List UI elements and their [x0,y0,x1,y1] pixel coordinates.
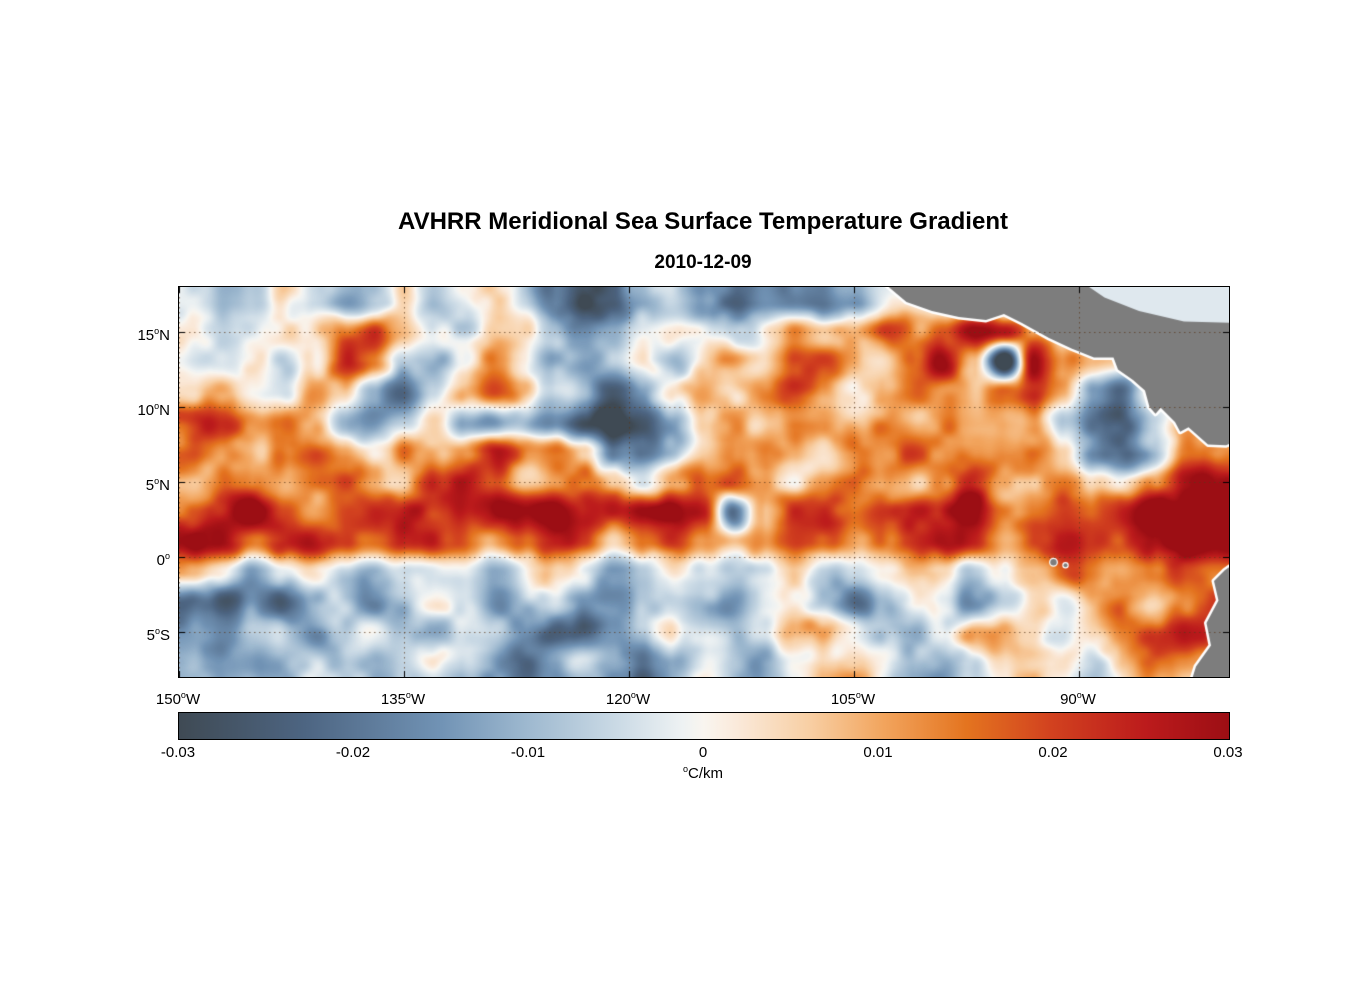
colorbar-tick-label: 0 [698,744,708,761]
colorbar-tick-label: -0.03 [160,744,196,761]
chart-title: AVHRR Meridional Sea Surface Temperature… [398,208,1008,235]
y-tick-label: 5oN [145,476,170,494]
colorbar [178,712,1230,740]
colorbar-tick-label: -0.02 [335,744,371,761]
y-tick-label: 10oN [137,401,170,419]
y-tick-label: 0o [156,551,170,569]
y-tick-label: 5oS [146,626,170,644]
y-tick-label: 15oN [137,326,170,344]
x-tick-label: 105oW [830,690,876,708]
chart-date: 2010-12-09 [654,252,752,273]
colorbar-tick-label: 0.02 [1038,744,1068,761]
colorbar-tick-label: -0.01 [510,744,546,761]
map-plot [178,286,1230,678]
x-tick-label: 135oW [380,690,426,708]
colorbar-tick-label: 0.01 [863,744,893,761]
sst-gradient-map-canvas [179,287,1229,677]
x-tick-label: 150oW [155,690,201,708]
colorbar-tick-label: 0.03 [1213,744,1243,761]
colorbar-unit-label: oC/km [682,764,723,782]
x-tick-label: 120oW [605,690,651,708]
x-tick-label: 90oW [1060,690,1096,708]
